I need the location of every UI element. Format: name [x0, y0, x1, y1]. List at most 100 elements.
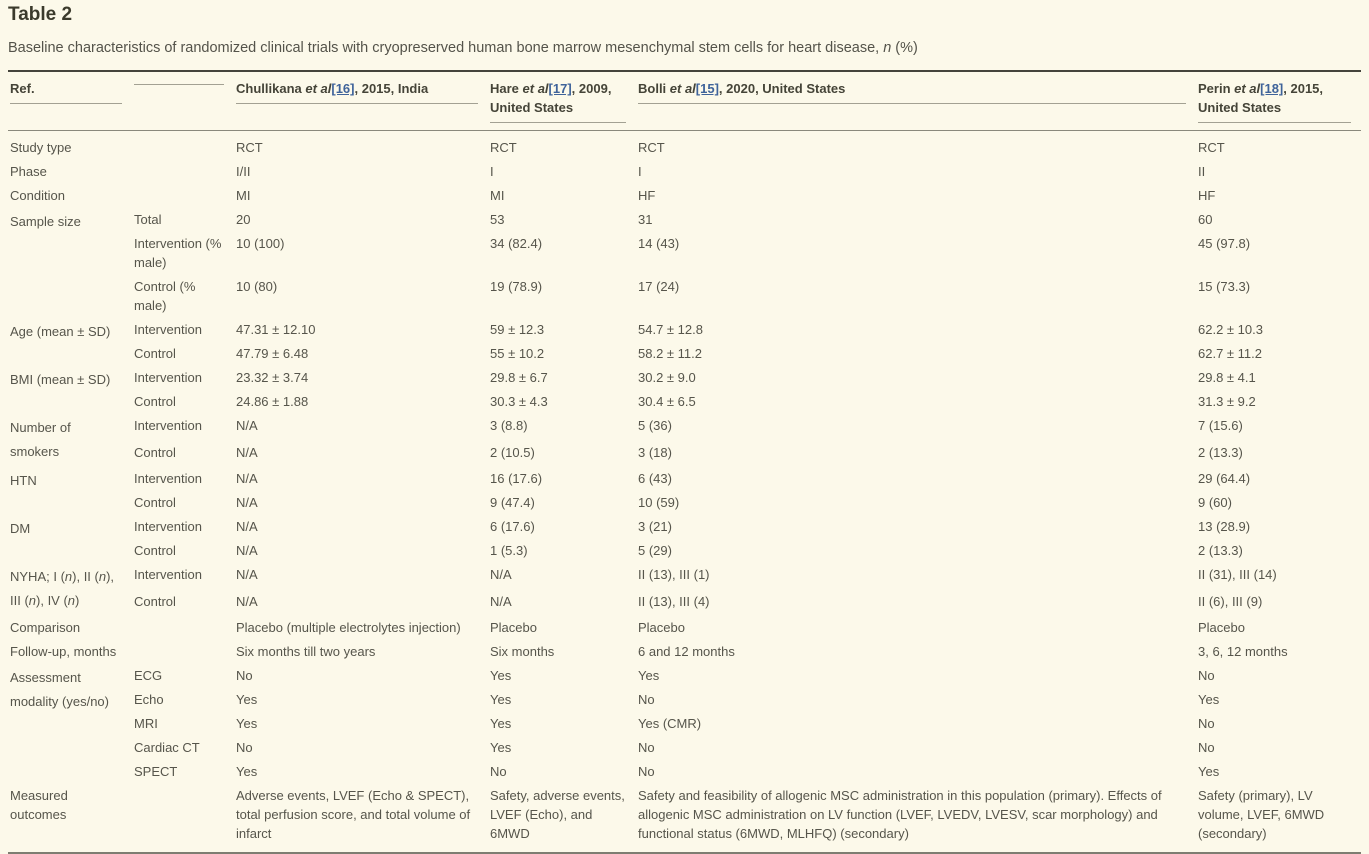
reference-link[interactable]: [15] [695, 81, 719, 96]
table-row: SPECT Yes No No Yes [8, 759, 1361, 783]
cell-hare: 29.8 ± 6.7 [490, 370, 548, 385]
text-segment: Perin [1198, 81, 1235, 96]
row-label: DM [8, 514, 132, 562]
reference-link[interactable]: [18] [1260, 81, 1284, 96]
italic-text: et al [669, 81, 696, 96]
row-sublabel: Control (% male) [134, 279, 196, 313]
text-segment: Follow-up, months [10, 644, 117, 659]
cell-perin: II (6), III (9) [1198, 593, 1263, 609]
row-label: Condition [8, 183, 132, 207]
cell-chullikana: N/A [236, 593, 258, 609]
cell-bolli: 17 (24) [638, 279, 680, 294]
cell-chullikana: 10 (80) [236, 279, 278, 294]
cell-hare: 53 [490, 212, 505, 227]
table-row: Assessment modality (yes/no) ECG No Yes Yes N… [8, 663, 1361, 709]
cell-bolli: Yes (CMR) [638, 716, 702, 731]
cell-hare: 2 (10.5) [490, 444, 535, 460]
cell-chullikana: RCT [236, 140, 263, 155]
cell-bolli: 31 [638, 212, 653, 227]
row-sublabel: Intervention (% male) [134, 236, 222, 270]
cell-chullikana: N/A [236, 567, 258, 582]
cell-perin: II (31), III (14) [1198, 567, 1277, 582]
cell-hare: 3 (8.8) [490, 418, 528, 433]
cell-hare: Yes [490, 740, 512, 755]
table-row: Measured outcomes Adverse events, LVEF (E… [8, 783, 1361, 853]
table-row: Control N/A 2 (10.5) 3 (18) 2 (13.3) [8, 440, 1361, 467]
cell-hare: Safety, adverse events, LVEF (Echo), and… [490, 788, 625, 841]
cell-chullikana: 10 (100) [236, 236, 285, 251]
cell-bolli: Safety and feasibility of allogenic MSC … [638, 788, 1162, 841]
table-row: Control N/A 1 (5.3) 5 (29) 2 (13.3) [8, 538, 1361, 562]
cell-hare: 9 (47.4) [490, 495, 535, 510]
italic-text: et al [305, 81, 332, 96]
header-underline [236, 103, 478, 104]
cell-perin: 62.7 ± 11.2 [1198, 346, 1262, 361]
table-row: MRI Yes Yes Yes (CMR) No [8, 711, 1361, 735]
table-row: Phase I/II I I II [8, 159, 1361, 183]
italic-text: et al [1234, 81, 1261, 96]
cell-bolli: 58.2 ± 11.2 [638, 346, 702, 361]
cell-hare: 19 (78.9) [490, 279, 543, 294]
text-segment: Age (mean ± SD) [10, 324, 111, 339]
header-underline [134, 84, 224, 85]
cell-perin: 31.3 ± 9.2 [1198, 394, 1256, 409]
row-label: Assessment modality (yes/no) [8, 663, 132, 783]
cell-chullikana: N/A [236, 471, 258, 486]
cell-bolli: No [638, 692, 655, 707]
text-segment: Phase [10, 164, 47, 179]
row-label: Comparison [8, 615, 132, 639]
cell-bolli: 6 and 12 months [638, 644, 735, 659]
cell-chullikana: I/II [236, 164, 251, 179]
header-row: Ref. Chullikana et al[16], 2015, India H… [8, 71, 1361, 131]
cell-bolli: Yes [638, 668, 660, 683]
row-label: Phase [8, 159, 132, 183]
cell-perin: No [1198, 668, 1215, 683]
cell-perin: 2 (13.3) [1198, 543, 1243, 558]
cell-chullikana: N/A [236, 495, 258, 510]
cell-hare: 30.3 ± 4.3 [490, 394, 548, 409]
cell-hare: 1 (5.3) [490, 543, 528, 558]
row-sublabel [132, 131, 234, 160]
row-label: NYHA; I (n), II (n), III (n), IV (n) [8, 562, 132, 615]
cell-hare: N/A [490, 593, 512, 609]
reference-link[interactable]: [17] [548, 81, 572, 96]
cell-perin: 29 (64.4) [1198, 471, 1251, 486]
row-label: Number of smokers [8, 413, 132, 466]
cell-perin: No [1198, 740, 1215, 755]
column-header-text: Chullikana et al[16], 2015, India [236, 79, 478, 98]
cell-chullikana: N/A [236, 543, 258, 558]
column-header-subcategory [132, 71, 234, 131]
table-row: Age (mean ± SD) Intervention 47.31 ± 12.10… [8, 317, 1361, 341]
cell-hare: Yes [490, 692, 512, 707]
row-sublabel [132, 183, 234, 207]
cell-perin: 7 (15.6) [1198, 418, 1243, 433]
text-segment: Study type [10, 140, 72, 155]
table-row: BMI (mean ± SD) Intervention 23.32 ± 3.74 2… [8, 365, 1361, 389]
table-header: Ref. Chullikana et al[16], 2015, India H… [8, 71, 1361, 131]
row-label: Study type [8, 131, 132, 160]
table-row: HTN Intervention N/A 16 (17.6) 6 (43) 29 (64.… [8, 466, 1361, 490]
row-label: Sample size [8, 207, 132, 317]
table-row: Condition MI MI HF HF [8, 183, 1361, 207]
reference-link[interactable]: [16] [331, 81, 355, 96]
cell-chullikana: N/A [236, 418, 258, 433]
cell-perin: II [1198, 164, 1206, 179]
row-sublabel [132, 615, 234, 639]
row-sublabel [132, 639, 234, 663]
row-sublabel: Control [134, 444, 176, 460]
cell-perin: Yes [1198, 692, 1220, 707]
header-underline [10, 103, 122, 104]
text-segment: ), III ( [10, 569, 115, 608]
cell-bolli: Placebo [638, 620, 685, 635]
cell-chullikana: Yes [236, 764, 258, 779]
header-underline [1198, 122, 1351, 123]
cell-hare: 59 ± 12.3 [490, 322, 545, 337]
cell-perin: 45 (97.8) [1198, 236, 1251, 251]
text-segment: Comparison [10, 620, 81, 635]
text-segment: Number of smokers [10, 420, 71, 459]
cell-chullikana: 47.31 ± 12.10 [236, 322, 316, 337]
text-segment: ), IV ( [36, 593, 68, 608]
text-segment: Condition [10, 188, 65, 203]
cell-chullikana: 23.32 ± 3.74 [236, 370, 309, 385]
text-segment: BMI (mean ± SD) [10, 372, 111, 387]
